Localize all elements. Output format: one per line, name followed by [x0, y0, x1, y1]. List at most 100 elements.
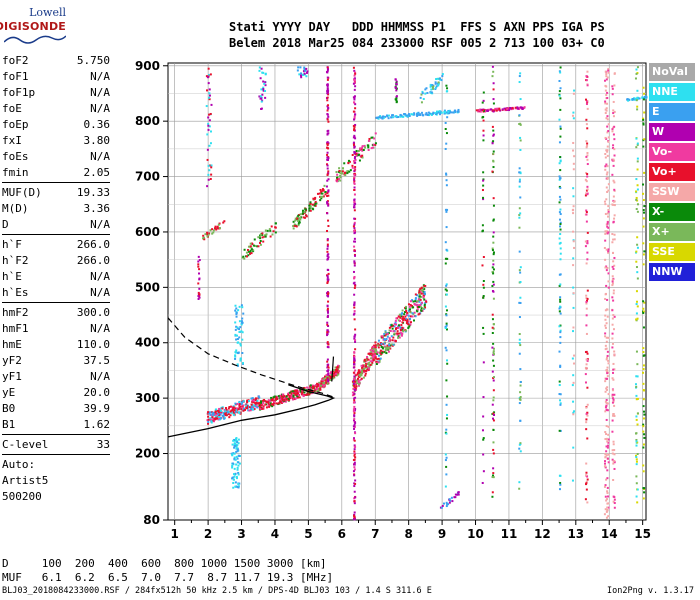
echo-point: [239, 411, 242, 414]
echo-point: [636, 300, 639, 303]
echo-point: [630, 98, 633, 101]
echo-point: [559, 252, 562, 255]
echo-point: [585, 363, 588, 366]
echo-point: [381, 351, 384, 354]
echo-point: [445, 179, 448, 182]
echo-point: [635, 495, 638, 498]
echo-point: [434, 86, 437, 89]
y-tick-label: 80: [143, 513, 160, 527]
echo-point: [607, 433, 610, 436]
echo-point: [394, 339, 397, 342]
echo-point: [383, 116, 386, 119]
echo-point: [585, 192, 588, 195]
param-value: 1.62: [83, 418, 111, 431]
echo-point: [411, 312, 414, 315]
echo-point: [419, 96, 422, 99]
echo-point: [326, 66, 329, 69]
echo-point: [367, 363, 370, 366]
echo-point: [585, 180, 588, 183]
echo-point: [445, 283, 448, 286]
echo-point: [559, 364, 562, 367]
echo-point: [326, 201, 329, 204]
echo-point: [606, 298, 609, 301]
echo-point: [635, 290, 638, 293]
echo-point: [326, 118, 329, 121]
echo-point: [237, 461, 240, 464]
echo-point: [453, 496, 456, 499]
echo-point: [353, 405, 356, 408]
echo-point: [257, 236, 260, 239]
echo-point: [422, 286, 425, 289]
echo-point: [439, 113, 442, 116]
echo-point: [354, 166, 357, 169]
echo-point: [558, 118, 561, 121]
echo-point: [492, 441, 495, 444]
echo-point: [353, 98, 356, 101]
echo-point: [352, 401, 355, 404]
echo-point: [258, 66, 261, 69]
echo-point: [360, 156, 363, 159]
echo-point: [392, 324, 395, 327]
echo-point: [303, 66, 306, 69]
echo-point: [325, 374, 328, 377]
echo-point: [604, 431, 607, 434]
echo-point: [408, 114, 411, 117]
echo-point: [228, 416, 231, 419]
echo-point: [519, 106, 522, 109]
echo-point: [559, 233, 562, 236]
echo-point: [353, 439, 356, 442]
echo-point: [635, 444, 638, 447]
echo-point: [208, 169, 211, 172]
echo-point: [352, 380, 355, 383]
echo-point: [372, 349, 375, 352]
echo-point: [223, 220, 226, 223]
echo-point: [604, 108, 607, 111]
echo-point: [304, 208, 307, 211]
echo-point: [213, 413, 216, 416]
echo-point: [642, 371, 645, 374]
echo-point: [642, 300, 645, 303]
echo-point: [235, 407, 238, 410]
echo-point: [518, 250, 521, 253]
echo-point: [490, 108, 493, 111]
echo-point: [351, 166, 354, 169]
echo-point: [357, 371, 360, 374]
echo-point: [404, 319, 407, 322]
echo-point: [611, 233, 614, 236]
echo-point: [636, 423, 639, 426]
echo-point: [326, 76, 329, 79]
echo-point: [207, 122, 210, 125]
echo-point: [492, 133, 495, 136]
echo-point: [445, 309, 448, 312]
echo-point: [424, 301, 427, 304]
echo-point: [444, 241, 447, 244]
echo-point: [421, 92, 424, 95]
param-name: yF1: [2, 370, 22, 383]
echo-point: [611, 323, 614, 326]
echo-point: [612, 362, 615, 365]
echo-point: [482, 99, 485, 102]
echo-point: [585, 297, 588, 300]
echo-point: [636, 188, 639, 191]
echo-point: [605, 117, 608, 120]
x-tick-label: 8: [404, 527, 412, 541]
echo-point: [302, 73, 305, 76]
echo-point: [486, 109, 489, 112]
echo-point: [306, 386, 309, 389]
echo-point: [558, 90, 561, 93]
echo-point: [559, 135, 562, 138]
echo-point: [445, 505, 448, 508]
echo-point: [482, 437, 485, 440]
echo-point: [572, 117, 575, 120]
echo-point: [351, 164, 354, 167]
echo-point: [571, 384, 574, 387]
echo-point: [370, 357, 373, 360]
echo-point: [206, 158, 209, 161]
echo-point: [353, 304, 356, 307]
echo-point: [480, 108, 483, 111]
echo-point: [327, 219, 330, 222]
echo-point: [494, 108, 497, 111]
echo-point: [361, 149, 364, 152]
echo-point: [430, 112, 433, 115]
echo-point: [326, 146, 329, 149]
